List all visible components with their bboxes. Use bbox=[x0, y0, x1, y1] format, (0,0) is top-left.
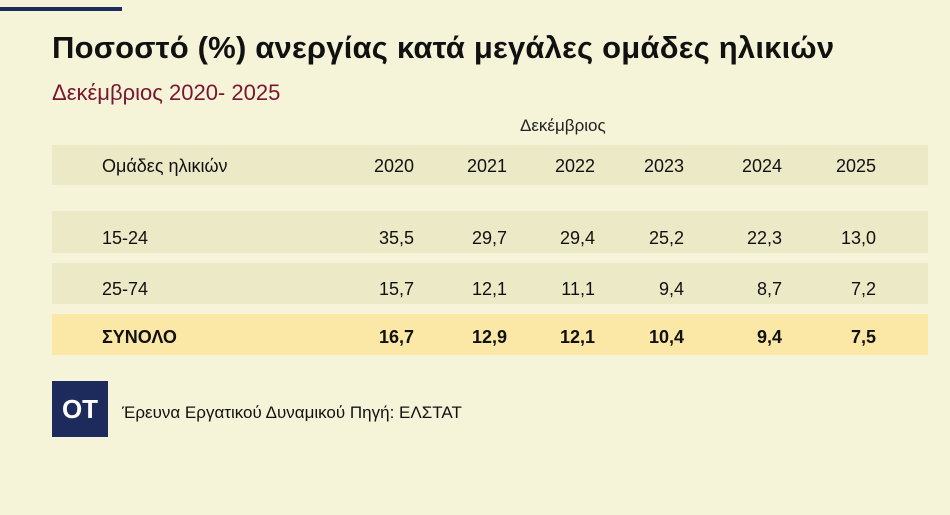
top-accent-rule bbox=[0, 7, 122, 11]
ot-logo: OT bbox=[52, 381, 108, 437]
table-cell: 12,9 bbox=[471, 327, 507, 347]
source-note: Έρευνα Εργατικού Δυναμικού Πηγή: ΕΛΣΤΑΤ bbox=[122, 403, 462, 422]
column-header-2020: 2020 bbox=[373, 156, 414, 176]
table-cell: 12,1 bbox=[559, 327, 595, 347]
chart-subtitle: Δεκέμβριος 2020- 2025 bbox=[52, 80, 281, 105]
total-row-band bbox=[52, 314, 928, 355]
table-cell: 7,2 bbox=[850, 279, 876, 299]
table-cell: 35,5 bbox=[378, 228, 414, 248]
row-band bbox=[52, 211, 928, 253]
chart-title: Ποσοστό (%) ανεργίας κατά μεγάλες ομάδες… bbox=[52, 30, 835, 65]
column-header-2021: 2021 bbox=[466, 156, 507, 176]
row-band bbox=[52, 263, 928, 304]
table-cell: 10,4 bbox=[648, 327, 684, 347]
row-label: 15-24 bbox=[102, 228, 149, 248]
table-cell: 9,4 bbox=[756, 327, 782, 347]
table-cell: 25,2 bbox=[648, 228, 684, 248]
column-header-2023: 2023 bbox=[643, 156, 684, 176]
column-header-2025: 2025 bbox=[835, 156, 876, 176]
table-cell: 9,4 bbox=[658, 279, 684, 299]
column-header-2024: 2024 bbox=[741, 156, 782, 176]
table-cell: 22,3 bbox=[746, 228, 782, 248]
table-cell: 29,7 bbox=[471, 228, 507, 248]
table-cell: 16,7 bbox=[378, 327, 414, 347]
row-header-label: Ομάδες ηλικιών bbox=[102, 156, 228, 176]
table-cell: 12,1 bbox=[471, 279, 507, 299]
column-group-label: Δεκέμβριος bbox=[520, 116, 606, 135]
row-label: 25-74 bbox=[102, 279, 149, 299]
table-cell: 7,5 bbox=[850, 327, 876, 347]
table-cell: 15,7 bbox=[378, 279, 414, 299]
table-cell: 13,0 bbox=[840, 228, 876, 248]
table-cell: 11,1 bbox=[561, 279, 595, 299]
row-label: ΣΥΝΟΛΟ bbox=[102, 327, 177, 347]
header-band bbox=[52, 145, 928, 185]
table-cell: 8,7 bbox=[756, 279, 782, 299]
table-cell: 29,4 bbox=[559, 228, 595, 248]
column-header-2022: 2022 bbox=[554, 156, 595, 176]
